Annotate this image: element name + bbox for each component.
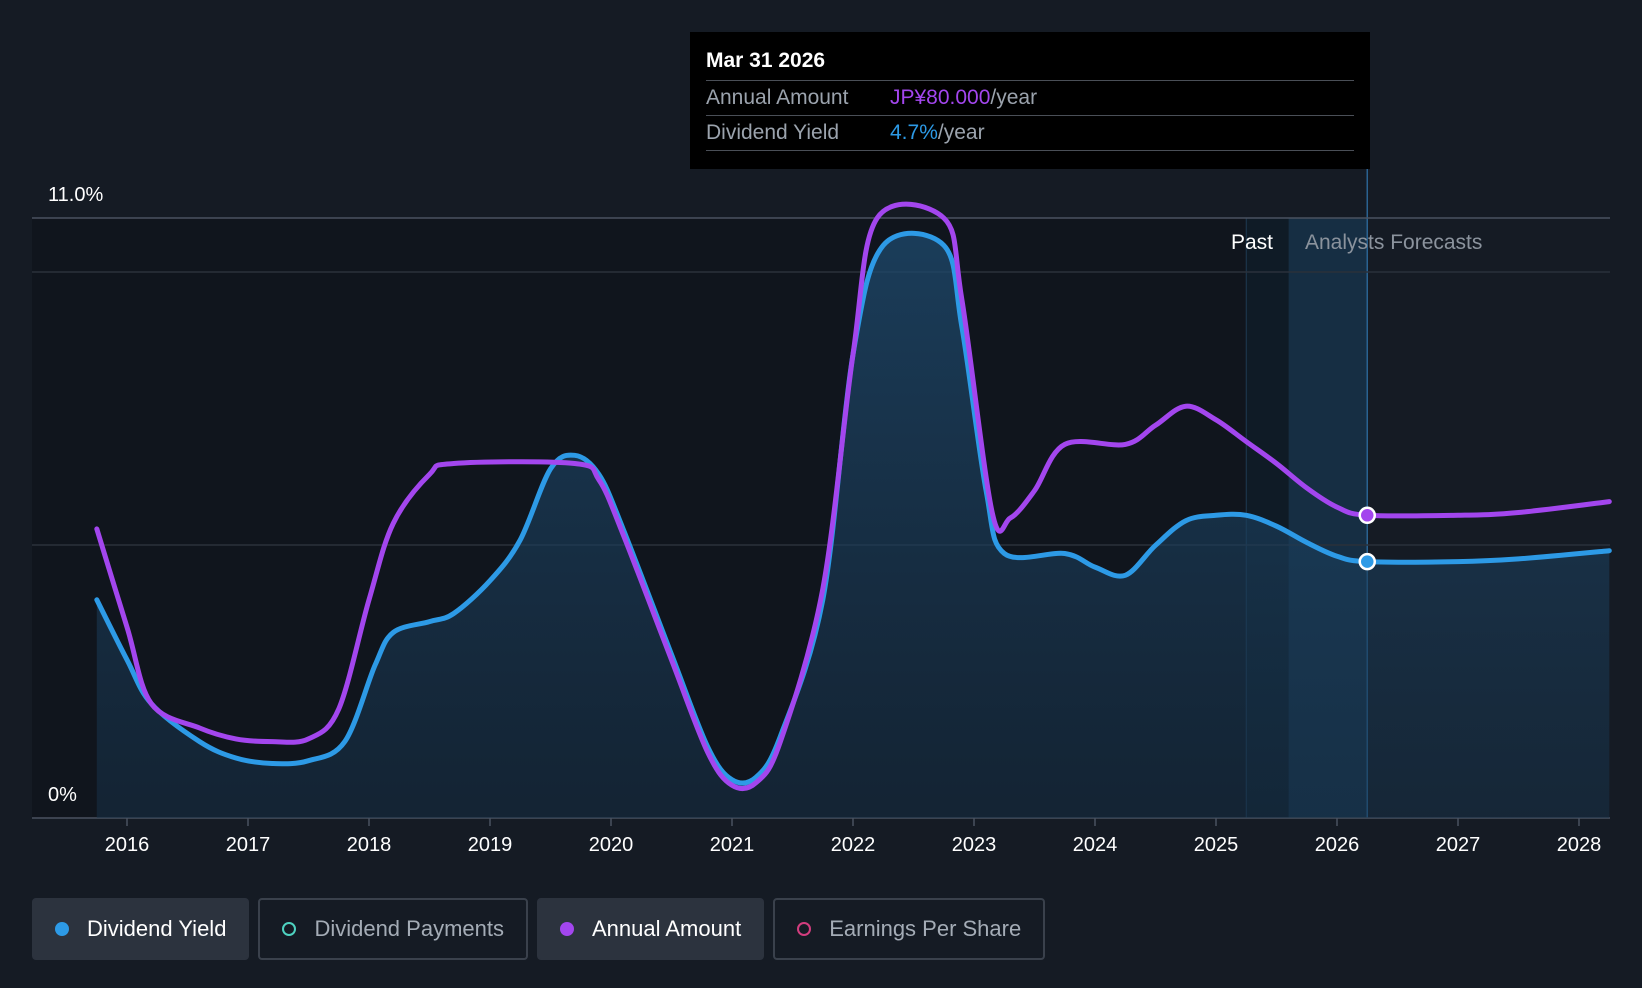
y-axis-bottom-label: 0% — [48, 784, 77, 806]
x-tick-label-2021: 2021 — [710, 834, 755, 856]
legend-dividend-yield-label: Dividend Yield — [87, 916, 227, 941]
x-tick-label-2026: 2026 — [1315, 834, 1360, 856]
tooltip-annual-amount-unit: /year — [990, 86, 1038, 109]
tooltip-dividend-yield-unit: /year — [937, 121, 985, 144]
x-tick-label-2028: 2028 — [1557, 834, 1602, 856]
x-tick-label-2022: 2022 — [831, 834, 876, 856]
legend-earnings-per-share-label: Earnings Per Share — [829, 916, 1022, 941]
x-tick-label-2019: 2019 — [468, 834, 513, 856]
legend-dividend-payments[interactable]: Dividend Payments — [258, 898, 528, 960]
legend-annual-amount-label: Annual Amount — [591, 916, 742, 941]
tooltip-annual-amount-value: JP¥80.000 — [890, 86, 991, 109]
x-tick-label-2018: 2018 — [347, 834, 392, 856]
legend-dividend-yield-dot-icon — [55, 922, 69, 936]
x-tick-label-2020: 2020 — [589, 834, 634, 856]
legend-dividend-payments-dot-icon — [282, 922, 297, 936]
legend-earnings-per-share-dot-icon — [797, 922, 812, 936]
legend-earnings-per-share[interactable]: Earnings Per Share — [773, 898, 1046, 960]
y-axis-top-label: 11.0% — [48, 184, 103, 206]
annual-amount-highlight-point — [1358, 506, 1376, 525]
past-region-label: Past — [1231, 231, 1273, 254]
tooltip-dividend-yield-row: Dividend Yield 4.7% /year — [706, 115, 1354, 151]
tooltip-dividend-yield-value: 4.7% — [890, 121, 938, 144]
dividend-yield-highlight-point — [1358, 552, 1376, 571]
chart-tooltip: Mar 31 2026 Annual Amount JP¥80.000 /yea… — [690, 32, 1370, 169]
annual-amount-line — [94, 201, 1612, 792]
x-tick-label-2016: 2016 — [105, 834, 150, 856]
dividend-chart: 11.0% 0% Past Analysts Forecasts 2016 201… — [32, 168, 1612, 856]
x-tick-label-2023: 2023 — [952, 834, 997, 856]
tooltip-annual-amount-label: Annual Amount — [706, 86, 849, 109]
x-tick-label-2017: 2017 — [226, 834, 271, 856]
legend-annual-amount-dot-icon — [559, 922, 574, 936]
legend-dividend-yield[interactable]: Dividend Yield — [32, 898, 250, 960]
x-tick-label-2024: 2024 — [1073, 834, 1118, 856]
x-tick-label-2025: 2025 — [1194, 834, 1239, 856]
x-tick-label-2027: 2027 — [1436, 834, 1481, 856]
tooltip-date: Mar 31 2026 — [706, 49, 826, 72]
tooltip-annual-amount-row: Annual Amount JP¥80.000 /year — [706, 80, 1354, 115]
tooltip-dividend-yield-label: Dividend Yield — [706, 121, 840, 144]
chart-legend: Dividend Yield Dividend Payments Annual … — [32, 898, 1054, 960]
legend-dividend-payments-label: Dividend Payments — [314, 916, 504, 941]
forecast-region-label: Analysts Forecasts — [1305, 231, 1482, 254]
legend-annual-amount[interactable]: Annual Amount — [536, 898, 765, 960]
dividend-yield-area — [96, 233, 1610, 818]
